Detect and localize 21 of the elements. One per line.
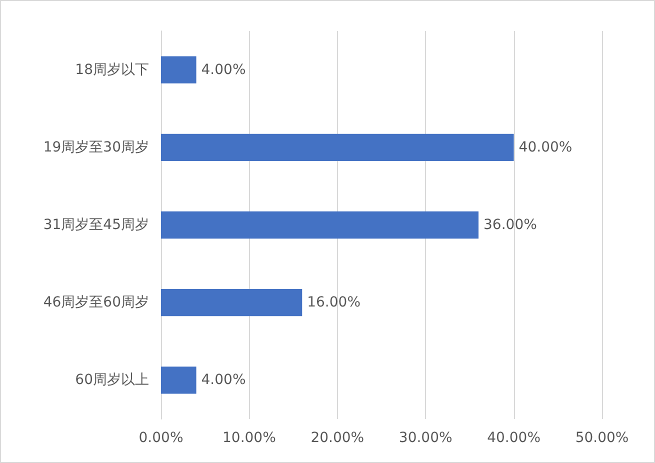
x-tick-label: 10.00% (222, 430, 276, 446)
data-label: 40.00% (518, 139, 572, 156)
x-tick-label: 30.00% (398, 430, 452, 446)
data-label: 16.00% (307, 294, 361, 311)
y-tick-label: 18周岁以下 (75, 62, 149, 78)
x-tick-label: 50.00% (575, 430, 629, 446)
data-label: 4.00% (201, 62, 246, 78)
data-label: 36.00% (484, 217, 537, 233)
bar (161, 289, 302, 316)
bar (161, 366, 196, 394)
bar (161, 134, 514, 161)
x-tick-label: 20.00% (310, 430, 364, 446)
y-tick-label: 60周岁以上 (75, 372, 149, 388)
x-tick-label: 0.00% (138, 430, 184, 446)
x-tick-label: 40.00% (487, 430, 540, 446)
y-tick-label: 19周岁至30周岁 (43, 139, 149, 156)
y-tick-label: 46周岁至60周岁 (43, 294, 149, 311)
bar (161, 56, 196, 84)
data-label: 4.00% (201, 372, 246, 388)
y-tick-label: 31周岁至45周岁 (43, 217, 149, 233)
bar (161, 211, 479, 239)
